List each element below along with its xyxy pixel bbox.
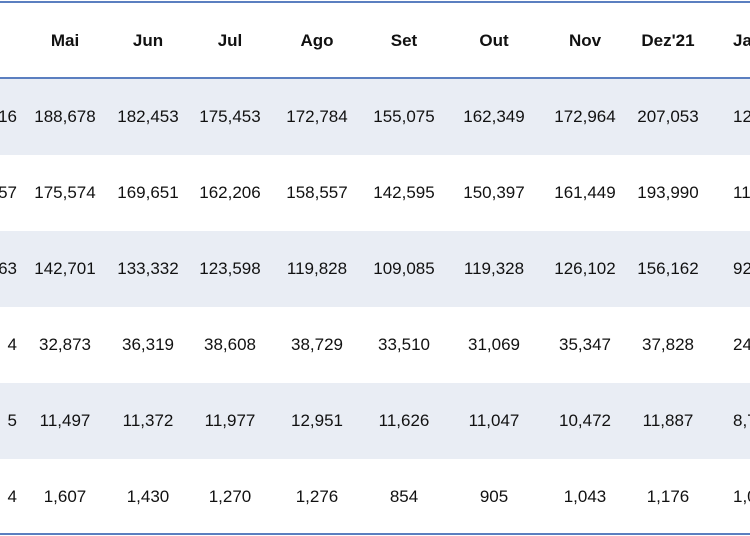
table-cell: 32,873 — [39, 335, 91, 354]
table-cell: 161,449 — [554, 183, 616, 202]
table-cell: 11,977 — [204, 411, 256, 430]
table-cell: 12,951 — [291, 411, 343, 430]
table-cell: 92,2 — [733, 259, 750, 278]
table-cell: 33,510 — [378, 335, 430, 354]
table-cell: 133,332 — [117, 259, 179, 278]
table-cell: 116, — [733, 183, 750, 202]
table-cell: 169,651 — [117, 183, 179, 202]
table-cell: 172,964 — [554, 107, 616, 126]
bottom-border — [0, 533, 750, 535]
column-header: Dez'21 — [641, 31, 695, 50]
table-cell: 11,626 — [378, 411, 430, 430]
table-cell: 182,453 — [117, 107, 179, 126]
table-cell: 905 — [479, 487, 509, 506]
table-cell: 38,608 — [204, 335, 256, 354]
table-cell: 188,678 — [34, 107, 96, 126]
table-cell: 162,206 — [199, 183, 261, 202]
table-cell: 1,607 — [43, 487, 87, 506]
table-cell: 854 — [389, 487, 419, 506]
table-cell: 8,7 — [733, 411, 750, 430]
table-cell: 126, — [733, 107, 750, 126]
column-header: Jul — [217, 31, 243, 50]
table-cell: 37,828 — [642, 335, 694, 354]
table-cell: 11,887 — [642, 411, 694, 430]
table-cell: 31,069 — [468, 335, 520, 354]
table-cell: 150,397 — [463, 183, 525, 202]
table-cell: 38,729 — [291, 335, 343, 354]
row-shading — [0, 383, 750, 459]
table-cell: 126,102 — [554, 259, 616, 278]
table-cell: 172,784 — [286, 107, 348, 126]
table-cell: 175,574 — [34, 183, 96, 202]
table-cell: 119,828 — [286, 259, 348, 278]
column-header: Mai — [50, 31, 80, 50]
table-cell: 63 — [0, 259, 17, 278]
column-header: Set — [390, 31, 418, 50]
table-cell: 109,085 — [373, 259, 435, 278]
table-cell: 175,453 — [199, 107, 261, 126]
table-cell: 11,372 — [122, 411, 174, 430]
table-cell: 1,430 — [126, 487, 170, 506]
table-cell: 16 — [0, 107, 17, 126]
table-cell: 36,319 — [122, 335, 174, 354]
table-cell: 35,347 — [559, 335, 611, 354]
column-header: Out — [479, 31, 509, 50]
column-header: Ja — [733, 31, 750, 50]
table-cell: 10,472 — [559, 411, 611, 430]
table-cell: 142,701 — [34, 259, 96, 278]
table-cell: 11,047 — [468, 411, 520, 430]
table-cell: 1,176 — [646, 487, 690, 506]
table-cell: 142,595 — [373, 183, 435, 202]
table-cell: 57 — [0, 183, 17, 202]
column-header: Ago — [300, 31, 334, 50]
row-shading — [0, 79, 750, 155]
table-cell: 155,075 — [373, 107, 435, 126]
table-cell: 24,9 — [733, 335, 750, 354]
table-cell: 1,270 — [208, 487, 252, 506]
table-cell: 162,349 — [463, 107, 525, 126]
table-cell: 119,328 — [463, 259, 525, 278]
table-cell: 207,053 — [637, 107, 699, 126]
table-cell: 11,497 — [39, 411, 91, 430]
table-cell: 1,276 — [295, 487, 339, 506]
table-cell: 1,0 — [733, 487, 750, 506]
table-cell: 5 — [7, 411, 17, 430]
table-cell: 156,162 — [637, 259, 699, 278]
table-cell: 4 — [7, 487, 17, 506]
row-shading — [0, 231, 750, 307]
header-border — [0, 77, 750, 79]
table-cell: 1,043 — [563, 487, 607, 506]
top-border — [0, 1, 750, 3]
table-cell: 158,557 — [286, 183, 348, 202]
table-cell: 123,598 — [199, 259, 261, 278]
table-cell: 193,990 — [637, 183, 699, 202]
column-header: Jun — [132, 31, 164, 50]
column-header: Nov — [568, 31, 602, 50]
table-cell: 4 — [7, 335, 17, 354]
